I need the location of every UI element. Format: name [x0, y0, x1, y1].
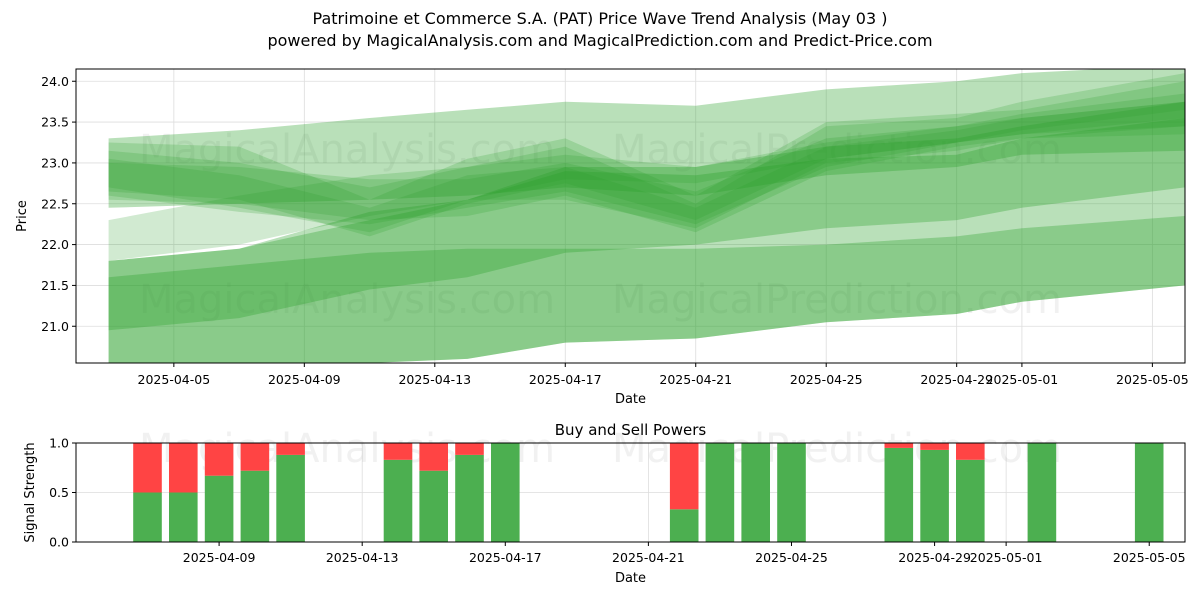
x-tick-label: 2025-04-29	[920, 372, 993, 387]
x-tick-label: 2025-04-09	[268, 372, 341, 387]
buy-bar	[920, 449, 949, 542]
y-tick-label: 23.0	[41, 155, 69, 170]
price-band-5	[108, 81, 1185, 225]
price-band-2	[108, 93, 1185, 233]
x-axis-label: Date	[615, 571, 646, 586]
price-band-7	[108, 118, 1185, 331]
sell-bar	[455, 443, 484, 455]
plot-frame	[75, 68, 1186, 364]
price-band-4	[108, 101, 1185, 233]
buy-bar	[383, 459, 413, 542]
y-tick-label: 21.5	[41, 278, 69, 293]
watermark: MagicalAnalysis.com	[139, 127, 555, 173]
x-axis-label: Date	[615, 392, 646, 407]
sell-bar	[920, 443, 949, 450]
buy-bar	[240, 470, 270, 542]
x-tick-label: 2025-04-09	[183, 550, 256, 565]
x-tick-label: 2025-04-29	[898, 550, 971, 565]
y-axis-label: Signal Strength	[23, 442, 38, 542]
bands-group	[108, 69, 1185, 363]
sell-bar	[169, 443, 198, 493]
sell-bar	[204, 443, 234, 476]
sell-bar	[884, 443, 914, 448]
buy-bar	[777, 443, 806, 542]
chart-title: Patrimoine et Commerce S.A. (PAT) Price …	[312, 9, 888, 28]
buy-bar	[419, 470, 448, 542]
y-tick-label: 0.5	[49, 485, 69, 500]
buy-bar	[956, 459, 985, 542]
buy-bar	[133, 492, 162, 542]
y-tick-label: 1.0	[49, 436, 69, 451]
y-tick-label: 24.0	[41, 74, 69, 89]
buy-bar	[884, 447, 914, 542]
x-tick-label: 2025-04-13	[398, 372, 471, 387]
x-tick-label: 2025-04-25	[790, 372, 863, 387]
price-band-1	[108, 69, 1185, 208]
x-tick-label: 2025-05-01	[970, 550, 1043, 565]
x-tick-label: 2025-05-05	[1116, 372, 1189, 387]
watermark: MagicalPrediction.com	[612, 277, 1062, 323]
y-axis-label: Price	[15, 200, 30, 232]
buy-sell-powers-chart: MagicalAnalysis.com MagicalPrediction.com…	[23, 421, 1186, 586]
y-tick-label: 0.0	[49, 535, 69, 550]
buy-bar	[1027, 443, 1057, 542]
price-band-8	[108, 101, 1185, 363]
buy-bar	[204, 475, 234, 542]
price-band-9	[108, 216, 1185, 363]
buy-bar	[491, 443, 520, 542]
sell-bar	[383, 443, 413, 460]
buy-bar	[669, 509, 699, 542]
buy-bar	[276, 454, 305, 542]
buy-bar	[169, 492, 198, 542]
x-tick-label: 2025-04-05	[138, 372, 211, 387]
watermark: MagicalPrediction.com	[612, 127, 1062, 173]
sell-bar	[276, 443, 305, 455]
x-tick-label: 2025-04-21	[612, 550, 685, 565]
sell-bar	[240, 443, 270, 471]
y-tick-label: 23.5	[41, 115, 69, 130]
price-band-3	[108, 73, 1185, 237]
watermark: MagicalAnalysis.com	[139, 277, 555, 323]
buy-bar	[741, 443, 770, 542]
sell-bar	[669, 443, 699, 510]
y-tick-label: 22.5	[41, 196, 69, 211]
chart-subtitle: powered by MagicalAnalysis.com and Magic…	[267, 31, 933, 50]
x-tick-label: 2025-04-13	[326, 550, 399, 565]
buy-bar	[455, 454, 484, 542]
sell-bar	[133, 443, 162, 493]
buy-bar	[705, 443, 735, 542]
x-tick-label: 2025-04-25	[755, 550, 828, 565]
x-tick-label: 2025-05-01	[986, 372, 1059, 387]
y-tick-label: 21.0	[41, 319, 69, 334]
sell-bar	[419, 443, 448, 471]
sell-bar	[956, 443, 985, 460]
x-tick-label: 2025-05-05	[1113, 550, 1186, 565]
x-tick-label: 2025-04-17	[469, 550, 542, 565]
x-tick-label: 2025-04-21	[659, 372, 732, 387]
buy-bar	[1134, 443, 1164, 542]
bottom-chart-title: Buy and Sell Powers	[555, 421, 707, 439]
price-wave-chart: MagicalAnalysis.com MagicalPrediction.com…	[15, 68, 1189, 407]
price-band-6	[108, 101, 1185, 261]
y-tick-label: 22.0	[41, 237, 69, 252]
x-tick-label: 2025-04-17	[529, 372, 602, 387]
